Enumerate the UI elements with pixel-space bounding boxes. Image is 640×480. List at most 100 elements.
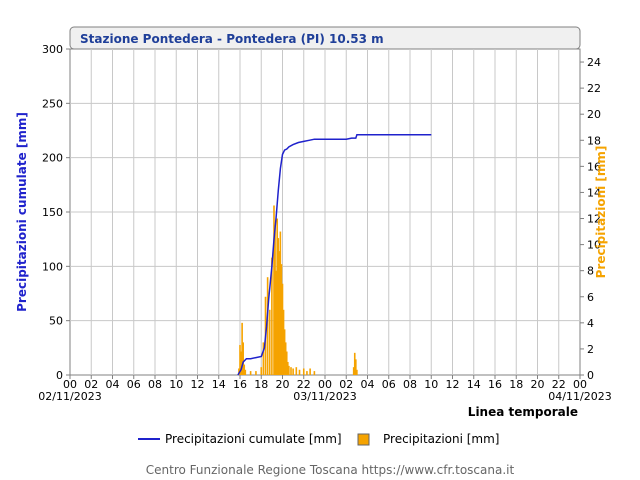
x-tick-label: 22 — [297, 378, 311, 391]
y-right-tick-label: 24 — [587, 56, 601, 69]
x-tick-label: 14 — [467, 378, 481, 391]
precipitation-bar — [280, 264, 283, 375]
y-right-tick-label: 0 — [587, 369, 594, 382]
precipitation-bar — [353, 352, 356, 375]
precipitation-bar — [356, 369, 358, 375]
x-axis-label: Linea temporale — [468, 405, 578, 419]
precipitation-bar — [240, 351, 242, 375]
precipitation-bar — [276, 218, 278, 375]
y-axis-right-label: Precipitazioni [mm] — [594, 146, 608, 279]
x-tick-label: 18 — [254, 378, 268, 391]
precipitation-bar — [298, 369, 301, 375]
precipitation-bar — [283, 329, 286, 375]
precipitation-bar — [260, 367, 263, 375]
legend-precipitation: Precipitazioni [mm] — [383, 432, 500, 446]
x-tick-label: 02 — [84, 378, 98, 391]
precipitation-bar — [243, 364, 246, 375]
precipitation-bar — [268, 309, 271, 375]
y-left-tick-label: 250 — [42, 97, 63, 110]
precipitation-bar — [285, 351, 288, 375]
precipitation-bar — [249, 371, 252, 375]
x-tick-label: 10 — [169, 378, 183, 391]
y-left-tick-label: 150 — [42, 206, 63, 219]
precipitation-bar — [239, 345, 241, 375]
y-right-tick-label: 4 — [587, 317, 594, 330]
y-left-tick-label: 100 — [42, 260, 63, 273]
x-date-label: 02/11/2023 — [38, 390, 101, 403]
y-right-tick-label: 14 — [587, 186, 601, 199]
precipitation-bar — [295, 367, 298, 375]
x-tick-label: 20 — [531, 378, 545, 391]
precipitation-bar — [278, 251, 281, 375]
y-right-tick-label: 12 — [587, 213, 601, 226]
x-tick-label: 00 — [63, 378, 77, 391]
y-right-tick-label: 22 — [587, 82, 601, 95]
precipitation-bar — [313, 371, 316, 375]
precipitation-bar — [309, 368, 311, 375]
cumulative-line — [237, 134, 432, 376]
x-tick-label: 00 — [573, 378, 587, 391]
x-tick-label: 16 — [233, 378, 247, 391]
precipitation-bar — [281, 283, 284, 375]
precipitation-bar — [306, 371, 308, 375]
precipitation-bar — [292, 368, 294, 375]
y-right-tick-label: 18 — [587, 134, 601, 147]
x-tick-label: 22 — [552, 378, 566, 391]
x-tick-label: 06 — [382, 378, 396, 391]
y-right-tick-label: 10 — [587, 239, 601, 252]
precipitation-bar — [277, 238, 280, 375]
x-tick-label: 12 — [191, 378, 205, 391]
y-left-tick-label: 0 — [56, 369, 63, 382]
precipitation-bar — [287, 361, 289, 375]
y-right-tick-label: 6 — [587, 291, 594, 304]
x-tick-label: 12 — [446, 378, 460, 391]
precipitation-bar — [242, 342, 244, 375]
grid-lines — [70, 49, 580, 375]
precipitation-bar — [273, 205, 275, 375]
precipitation-bar — [271, 257, 273, 375]
x-tick-label: 00 — [318, 378, 332, 391]
precipitation-bar — [238, 368, 240, 375]
y-axis-left-label: Precipitazioni cumulate [mm] — [15, 112, 29, 312]
precipitation-bar — [355, 359, 357, 375]
x-tick-label: 02 — [339, 378, 353, 391]
precipitation-bar — [255, 371, 257, 375]
footer-credit: Centro Funzionale Regione Toscana https:… — [146, 463, 515, 477]
precipitation-bar — [282, 309, 285, 375]
precipitation-bar — [284, 342, 287, 375]
precipitation-bar — [352, 367, 355, 375]
precipitation-bar — [275, 270, 277, 375]
x-date-label: 03/11/2023 — [293, 390, 356, 403]
x-tick-label: 16 — [488, 378, 502, 391]
chart-title: Stazione Pontedera - Pontedera (PI) 10.5… — [80, 32, 384, 46]
y-right-tick-label: 16 — [587, 160, 601, 173]
y-right-tick-label: 20 — [587, 108, 601, 121]
precipitation-bar — [279, 231, 282, 375]
legend-cumulative: Precipitazioni cumulate [mm] — [165, 432, 342, 446]
precipitation-bar — [266, 277, 269, 375]
x-tick-label: 04 — [361, 378, 375, 391]
x-tick-label: 04 — [106, 378, 120, 391]
y-right-tick-label: 2 — [587, 343, 594, 356]
precipitation-bar — [241, 322, 243, 375]
precipitation-bar — [302, 368, 305, 375]
x-tick-label: 10 — [424, 378, 438, 391]
x-tick-label: 06 — [127, 378, 141, 391]
legend-bar-swatch — [357, 433, 370, 446]
precipitation-bar — [262, 342, 265, 375]
x-tick-label: 08 — [403, 378, 417, 391]
x-tick-label: 08 — [148, 378, 162, 391]
y-left-tick-label: 50 — [49, 315, 63, 328]
axes: 00 02 04 06 08 10 12 14 16 18 20 22 00 02 04 06 08 10 12 14… — [38, 43, 611, 403]
x-date-label: 04/11/2023 — [548, 390, 611, 403]
precipitation-bar — [244, 369, 247, 375]
y-left-tick-label: 200 — [42, 152, 63, 165]
x-tick-label: 14 — [212, 378, 226, 391]
precipitation-bar — [274, 225, 276, 375]
y-right-tick-label: 8 — [587, 265, 594, 278]
cumulative-line-path — [237, 134, 432, 376]
precipitation-bar — [288, 365, 290, 375]
y-left-tick-label: 300 — [42, 43, 63, 56]
x-tick-label: 18 — [509, 378, 523, 391]
